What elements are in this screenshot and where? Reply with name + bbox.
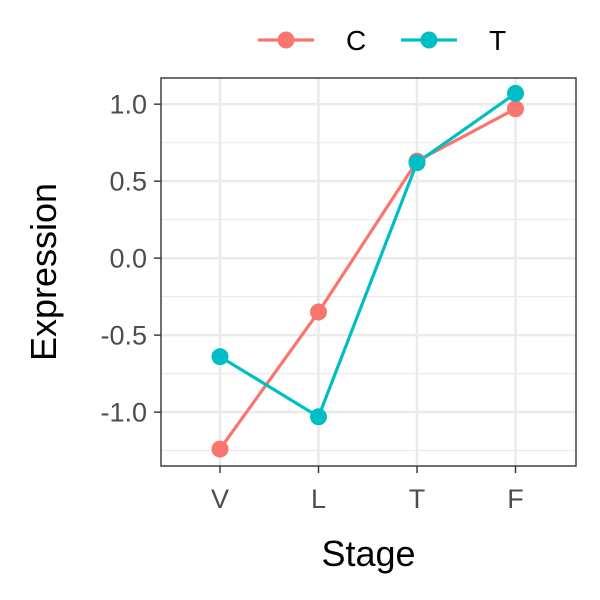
- legend-item-C: C: [258, 25, 366, 56]
- y-tick-label: 0.0: [109, 244, 147, 274]
- y-tick-label: -0.5: [100, 321, 147, 351]
- data-point-T-V: [211, 348, 229, 366]
- major-gridlines: [161, 78, 576, 466]
- legend-key-point: [277, 31, 295, 49]
- series-layer: [211, 84, 524, 458]
- data-point-C-L: [310, 303, 327, 321]
- series-line-C: [218, 107, 517, 450]
- legend-label: C: [346, 25, 366, 56]
- x-tick-label: L: [311, 484, 326, 514]
- legend-label: T: [489, 25, 506, 56]
- x-tick-label: T: [409, 484, 426, 514]
- data-point-C-V: [211, 440, 229, 458]
- data-point-T-T: [408, 154, 426, 172]
- legend-key-point: [420, 31, 438, 49]
- y-tick-label: -1.0: [100, 398, 147, 428]
- y-axis-title: Expression: [23, 183, 64, 361]
- x-axis-title: Stage: [321, 533, 415, 574]
- x-tick-label: V: [211, 484, 229, 514]
- data-point-T-L: [310, 408, 327, 426]
- x-tick-label: F: [507, 484, 524, 514]
- minor-gridlines: [161, 142, 576, 452]
- data-point-C-F: [507, 100, 524, 118]
- y-axis: 1.0 0.5 0.0 -0.5 -1.0: [100, 90, 161, 428]
- legend-item-T: T: [401, 25, 506, 56]
- y-tick-label: 1.0: [109, 90, 147, 120]
- panel-border: [160, 77, 577, 467]
- y-tick-label: 0.5: [109, 167, 147, 197]
- series-line-T: [219, 92, 517, 419]
- data-point-T-F: [507, 84, 524, 102]
